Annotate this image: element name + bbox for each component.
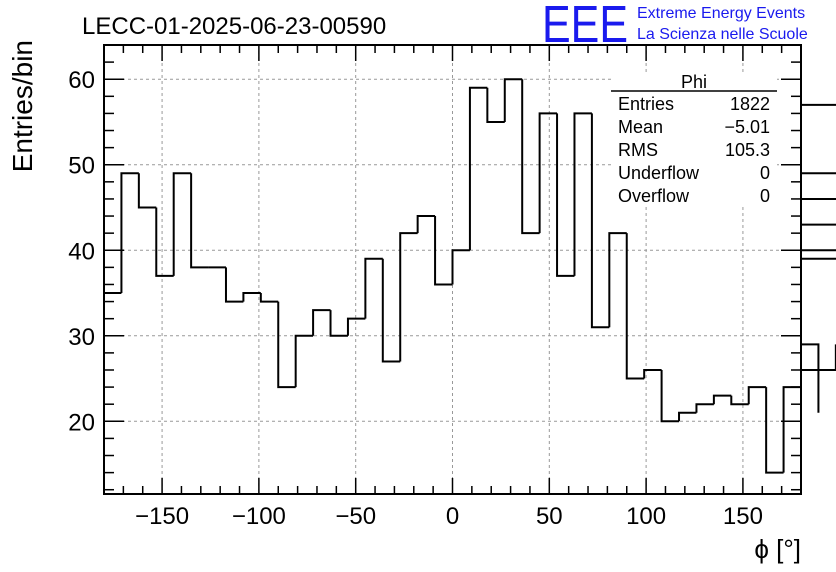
histogram-bin	[695, 403, 714, 413]
histogram-bin	[242, 292, 261, 302]
histogram-bin	[801, 223, 836, 226]
histogram-bin	[294, 334, 314, 388]
x-tick-label: −150	[135, 503, 189, 530]
histogram-bin	[503, 78, 523, 122]
histogram-bin	[259, 293, 279, 303]
y-axis-label: Entries/bin	[7, 40, 38, 172]
y-tick-label: 50	[68, 153, 95, 180]
y-tick-label: 60	[68, 67, 95, 94]
histogram-bin	[660, 369, 680, 423]
chart-title: LECC-01-2025-06-23-00590	[82, 13, 386, 40]
histogram-bin	[801, 257, 836, 260]
histogram-bin	[521, 79, 540, 235]
histogram-bin	[801, 197, 836, 200]
histogram-bin	[556, 113, 575, 277]
y-tick-labels: 20 30 40 50 60	[68, 67, 95, 436]
x-tick-label: 0	[446, 503, 459, 530]
histogram-bin	[120, 172, 139, 294]
stats-box: Phi Entries 1822 Mean −5.01 RMS 105.3 Underflo…	[611, 72, 777, 206]
histogram-bin	[643, 368, 662, 379]
histogram-bin	[678, 411, 697, 422]
stats-box-background	[611, 72, 777, 206]
stats-value: 1822	[730, 94, 770, 114]
x-tick-label: 150	[723, 503, 763, 530]
histogram-bin	[712, 394, 732, 405]
x-tick-labels: −150 −100 −50 0 50 100 150	[135, 503, 763, 530]
histogram-bin	[782, 386, 801, 473]
histogram-bin	[451, 249, 470, 285]
x-tick-label: −50	[335, 503, 376, 530]
histogram-bin	[573, 112, 592, 276]
histogram-bin	[416, 215, 436, 234]
logo-line-2: La Scienza nelle Scuole	[637, 26, 808, 43]
x-axis-label: ϕ [°]	[754, 534, 801, 564]
histogram-bin	[801, 103, 836, 106]
stats-value: 105.3	[725, 140, 770, 160]
histogram-bin	[381, 258, 401, 363]
histogram-bin	[224, 267, 244, 303]
histogram-bin	[312, 309, 331, 336]
stats-value: 0	[760, 186, 770, 206]
eee-logo-mark: EEE	[542, 0, 628, 54]
histogram-bin	[329, 310, 348, 337]
stats-value: 0	[760, 163, 770, 183]
histogram-bin	[399, 232, 418, 362]
y-tick-label: 30	[68, 324, 95, 351]
histogram-bin	[590, 113, 610, 329]
histogram-bin	[434, 216, 453, 286]
histogram-bin	[747, 386, 767, 405]
histogram-bin	[346, 317, 366, 336]
histogram-bin	[155, 207, 174, 277]
x-tick-label: 100	[626, 503, 666, 530]
stats-label: Overflow	[618, 186, 690, 206]
histogram-bin	[190, 173, 209, 269]
stats-label: Mean	[618, 117, 663, 137]
histogram-bin	[137, 173, 157, 209]
stats-label: RMS	[618, 140, 658, 160]
logo-line-1: Extreme Energy Events	[637, 5, 805, 22]
x-tick-label: −100	[232, 503, 286, 530]
axis-ticks	[103, 44, 802, 494]
histogram-bin	[801, 249, 836, 252]
y-tick-label: 20	[68, 409, 95, 436]
x-tick-label: 50	[536, 503, 563, 530]
histogram-bin	[730, 395, 749, 406]
histogram-bin	[608, 232, 627, 328]
histogram-bin	[277, 301, 296, 389]
stats-box-title: Phi	[681, 72, 707, 92]
histogram-bin	[765, 387, 784, 474]
histogram-bin	[486, 87, 505, 123]
histogram-bin	[625, 233, 645, 380]
y-tick-label: 40	[68, 238, 95, 265]
histogram-bin	[538, 112, 558, 234]
histogram-bin	[172, 172, 192, 276]
histogram-bars	[104, 78, 836, 474]
stats-label: Underflow	[618, 163, 700, 183]
histogram-bin	[364, 257, 383, 319]
stats-label: Entries	[618, 94, 674, 114]
histogram-bin	[801, 343, 820, 413]
stats-value: −5.01	[724, 117, 770, 137]
histogram-bin	[468, 86, 488, 251]
